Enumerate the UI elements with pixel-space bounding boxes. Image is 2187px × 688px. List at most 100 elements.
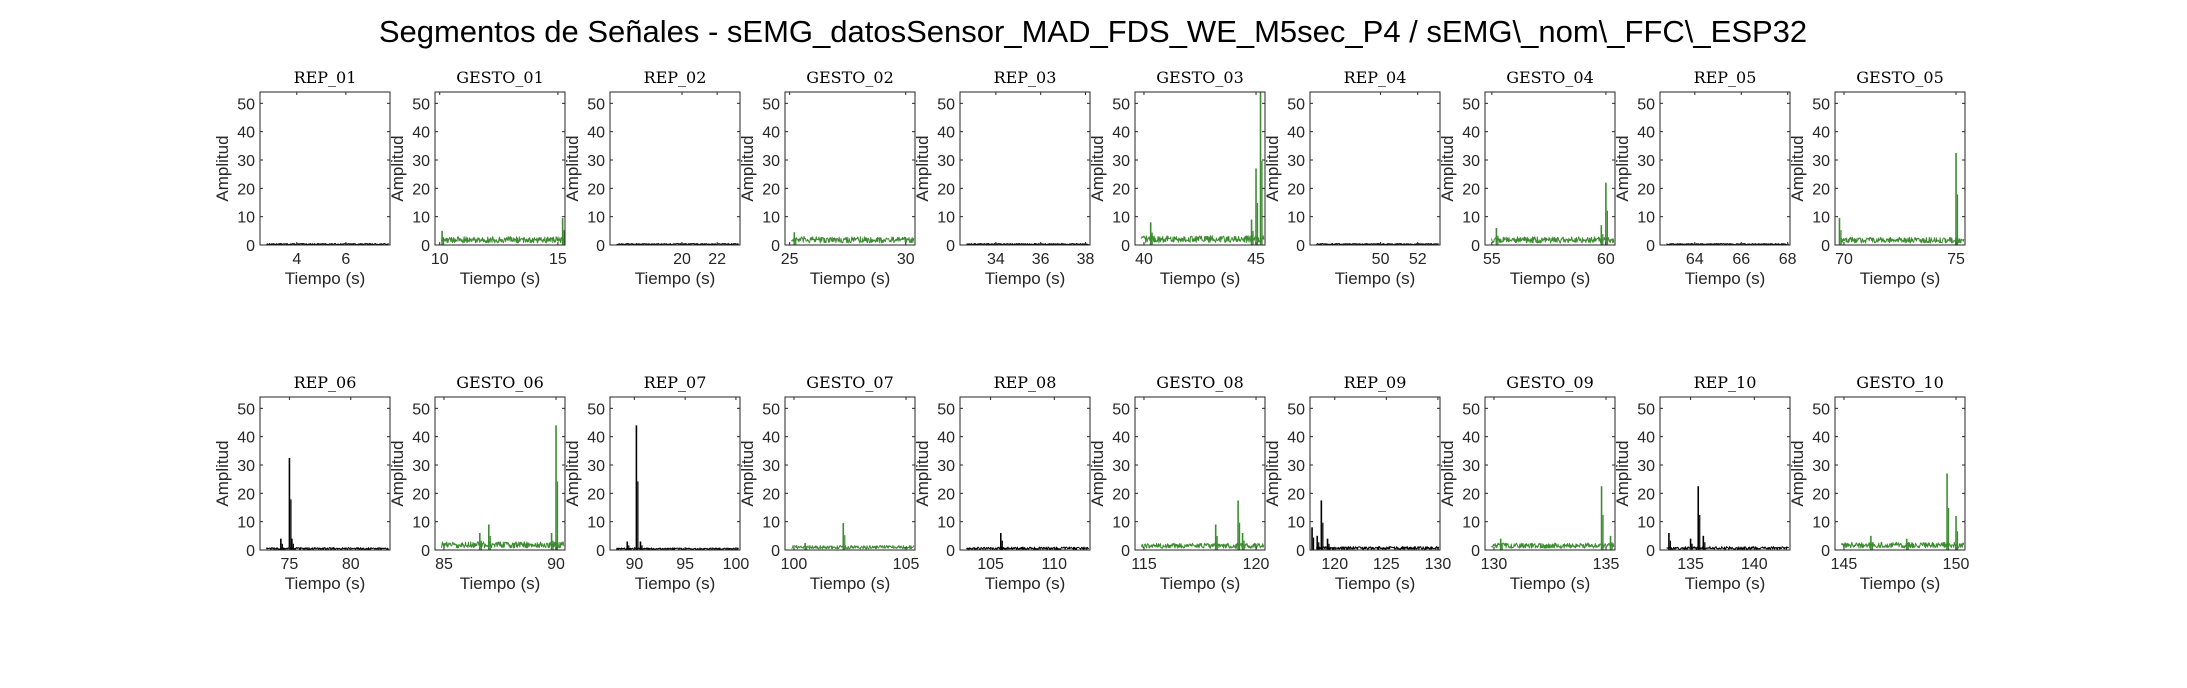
y-tick-label: 40 bbox=[1462, 430, 1480, 447]
signal-trace bbox=[266, 547, 389, 551]
x-tick-label: 52 bbox=[1409, 251, 1427, 268]
y-tick-label: 0 bbox=[421, 238, 430, 255]
axes-box bbox=[1659, 91, 1791, 246]
y-tick-label: 10 bbox=[412, 515, 430, 532]
y-tick-label: 20 bbox=[1462, 486, 1480, 503]
x-axis-label: Tiempo (s) bbox=[985, 269, 1066, 288]
axes-box bbox=[959, 396, 1091, 551]
subplot-rep-03: 0 10 20 30 40 50 34 36 38 REP_03 Tiempo (s) Amplitu… bbox=[913, 68, 1095, 288]
y-tick-label: 30 bbox=[1287, 458, 1305, 475]
x-tick-label: 40 bbox=[1135, 251, 1153, 268]
y-tick-label: 0 bbox=[246, 543, 255, 560]
y-tick-label: 10 bbox=[237, 515, 255, 532]
x-tick-label: 34 bbox=[987, 251, 1005, 268]
y-tick-label: 30 bbox=[412, 458, 430, 475]
signal-trace bbox=[441, 236, 565, 244]
x-tick-label: 90 bbox=[625, 556, 643, 573]
signal-trace bbox=[1841, 541, 1965, 549]
y-axis-label: Amplitud bbox=[563, 440, 582, 506]
axes-box bbox=[1834, 91, 1966, 246]
y-tick-label: 10 bbox=[1112, 515, 1130, 532]
y-tick-label: 40 bbox=[1637, 430, 1655, 447]
signal-trace bbox=[1666, 546, 1790, 550]
y-tick-label: 50 bbox=[1287, 401, 1305, 418]
figure-title: Segmentos de Señales - sEMG_datosSensor_… bbox=[379, 14, 1807, 49]
y-tick-label: 0 bbox=[1821, 238, 1830, 255]
signal-trace bbox=[791, 544, 915, 550]
x-tick-label: 70 bbox=[1835, 251, 1853, 268]
y-tick-label: 0 bbox=[771, 543, 780, 560]
x-tick-label: 15 bbox=[549, 251, 567, 268]
x-tick-label: 30 bbox=[897, 251, 915, 268]
subplot-title: GESTO_04 bbox=[1506, 68, 1594, 87]
axes-box bbox=[1134, 91, 1266, 246]
y-tick-label: 50 bbox=[937, 96, 955, 113]
x-axis-label: Tiempo (s) bbox=[810, 574, 891, 593]
y-tick-label: 0 bbox=[1821, 543, 1830, 560]
axes-box bbox=[259, 396, 391, 551]
subplot-gesto-02: 0 10 20 30 40 50 25 30 GESTO_02 Tiempo (s) Amplitu… bbox=[738, 68, 916, 288]
y-axis-label: Amplitud bbox=[1613, 440, 1632, 506]
y-axis-label: Amplitud bbox=[1613, 135, 1632, 201]
x-axis-label: Tiempo (s) bbox=[285, 574, 366, 593]
signal-trace bbox=[1316, 243, 1439, 246]
axes-box bbox=[259, 91, 391, 246]
subplot-title: GESTO_10 bbox=[1856, 373, 1944, 392]
y-tick-label: 50 bbox=[937, 401, 955, 418]
y-axis-label: Amplitud bbox=[738, 440, 757, 506]
subplot-title: REP_08 bbox=[994, 373, 1057, 392]
y-axis-label: Amplitud bbox=[213, 135, 232, 201]
signal-trace bbox=[1491, 236, 1615, 244]
x-tick-label: 115 bbox=[1131, 556, 1157, 573]
x-tick-label: 60 bbox=[1597, 251, 1615, 268]
y-tick-label: 20 bbox=[412, 486, 430, 503]
y-tick-label: 20 bbox=[587, 486, 605, 503]
y-axis-label: Amplitud bbox=[1788, 440, 1807, 506]
y-tick-label: 10 bbox=[1637, 210, 1655, 227]
y-axis-label: Amplitud bbox=[1088, 440, 1107, 506]
x-tick-label: 125 bbox=[1373, 556, 1400, 573]
y-tick-label: 50 bbox=[587, 401, 605, 418]
subplot-title: GESTO_01 bbox=[456, 68, 544, 87]
x-axis-label: Tiempo (s) bbox=[985, 574, 1066, 593]
y-tick-label: 30 bbox=[237, 458, 255, 475]
y-tick-label: 50 bbox=[762, 96, 780, 113]
y-tick-label: 50 bbox=[412, 96, 430, 113]
subplot-gesto-10: 0 10 20 30 40 50 145 150 GESTO_10 Tiempo (s) Ampli… bbox=[1788, 373, 1969, 593]
x-tick-label: 105 bbox=[977, 556, 1004, 573]
y-tick-label: 20 bbox=[587, 181, 605, 198]
y-axis-label: Amplitud bbox=[213, 440, 232, 506]
subplot-rep-09: 0 10 20 30 40 50 120 125 130 REP_09 Tiempo (s) Ampl… bbox=[1263, 373, 1451, 593]
axes-box bbox=[784, 396, 916, 551]
axes-box bbox=[609, 396, 741, 551]
subplot-title: GESTO_03 bbox=[1156, 68, 1244, 87]
x-axis-label: Tiempo (s) bbox=[1335, 269, 1416, 288]
y-tick-label: 40 bbox=[1287, 125, 1305, 142]
y-tick-label: 0 bbox=[1646, 543, 1655, 560]
x-tick-label: 130 bbox=[1425, 556, 1452, 573]
y-tick-label: 20 bbox=[237, 486, 255, 503]
y-tick-label: 40 bbox=[237, 430, 255, 447]
y-axis-label: Amplitud bbox=[913, 135, 932, 201]
subplot-title: GESTO_06 bbox=[456, 373, 544, 392]
x-tick-label: 140 bbox=[1741, 556, 1768, 573]
y-tick-label: 0 bbox=[1471, 238, 1480, 255]
subplot-gesto-03: 0 10 20 30 40 50 40 45 GESTO_03 Tiempo (s) Amplitu… bbox=[1088, 68, 1266, 288]
y-axis-label: Amplitud bbox=[388, 440, 407, 506]
axes-box bbox=[1309, 396, 1441, 551]
y-tick-label: 0 bbox=[1646, 238, 1655, 255]
y-tick-label: 10 bbox=[762, 210, 780, 227]
axes-box bbox=[1484, 396, 1616, 551]
y-tick-label: 50 bbox=[237, 96, 255, 113]
x-tick-label: 80 bbox=[342, 556, 360, 573]
signal-trace bbox=[966, 546, 1089, 551]
x-axis-label: Tiempo (s) bbox=[1860, 574, 1941, 593]
y-tick-label: 20 bbox=[1112, 486, 1130, 503]
subplot-title: GESTO_09 bbox=[1506, 373, 1594, 392]
signal-trace bbox=[441, 541, 565, 549]
y-tick-label: 0 bbox=[246, 238, 255, 255]
axes-box bbox=[1309, 91, 1441, 246]
y-tick-label: 30 bbox=[1812, 153, 1830, 170]
x-tick-label: 100 bbox=[781, 556, 808, 573]
y-tick-label: 10 bbox=[1812, 210, 1830, 227]
